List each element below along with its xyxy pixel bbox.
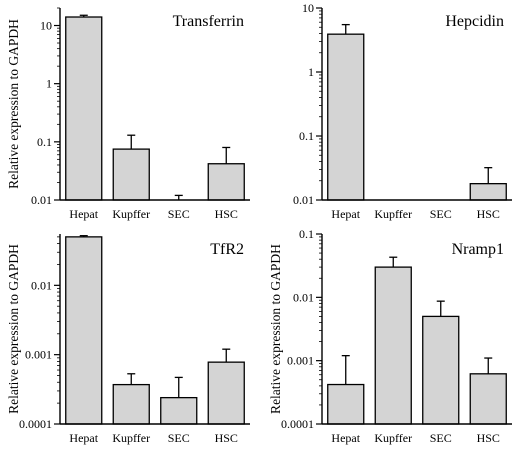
bar [469, 373, 507, 425]
bar [469, 183, 507, 201]
y-tick-label: 1 [308, 65, 314, 79]
y-tick-label: 0.01 [293, 193, 314, 207]
y-tick-label: 0.1 [299, 129, 314, 143]
x-category-label: Hepat [69, 207, 98, 221]
y-tick-label: 10 [302, 1, 314, 15]
panel-transferrin: 0.01 0.1 1 10 Hepat Kupffer SEC HSC Transferrin R… [6, 7, 250, 221]
x-category-label: Kupffer [374, 207, 412, 221]
x-category-label: HSC [215, 431, 238, 445]
bar [65, 236, 103, 425]
bar [65, 16, 103, 201]
bar [112, 148, 150, 201]
bar [207, 361, 245, 425]
y-tick-label: 0.1 [299, 227, 314, 241]
bar [160, 396, 198, 425]
y-tick-label: 10 [40, 19, 52, 33]
chart-title: Nramp1 [452, 241, 504, 258]
y-tick-label: 0.001 [25, 348, 52, 362]
x-category-label: Hepat [331, 431, 360, 445]
y-axis-label: Relative expression to GAPDH [268, 244, 283, 414]
x-category-label: HSC [477, 431, 500, 445]
x-category-label: Kupffer [112, 207, 150, 221]
y-tick-label: 0.01 [293, 290, 314, 304]
y-tick-label: 0.001 [287, 354, 314, 368]
chart-title: TfR2 [210, 241, 244, 258]
y-tick-label: 0.01 [31, 278, 52, 292]
chart-title: Transferrin [173, 13, 244, 30]
x-category-label: SEC [168, 431, 190, 445]
bar [374, 266, 412, 425]
x-category-label: Kupffer [112, 431, 150, 445]
y-tick-label: 1 [46, 77, 52, 91]
x-category-label: SEC [430, 431, 452, 445]
x-category-label: Hepat [69, 431, 98, 445]
x-category-label: SEC [168, 207, 190, 221]
panel-hepcidin: 0.01 0.1 1 10 Hepat Kupffer SEC HSC Hepcidin [293, 1, 512, 221]
chart-title: Hepcidin [445, 13, 504, 30]
x-category-label: HSC [477, 207, 500, 221]
bar [422, 315, 460, 425]
bar [112, 383, 150, 425]
x-category-label: SEC [430, 207, 452, 221]
y-tick-label: 0.0001 [19, 417, 52, 431]
x-category-label: Hepat [331, 207, 360, 221]
bar [327, 383, 365, 425]
bar [207, 163, 245, 201]
y-axis-label: Relative expression to GAPDH [6, 19, 21, 189]
panel-nramp1: 0.0001 0.001 0.01 0.1 Hepat Kupffer SEC HSC Nram… [268, 227, 512, 445]
panel-tfr2: 0.0001 0.001 0.01 Hepat Kupffer SEC HSC TfR2 Rel… [6, 234, 250, 445]
y-tick-label: 0.01 [31, 193, 52, 207]
y-axis-label: Relative expression to GAPDH [6, 244, 21, 414]
x-category-label: HSC [215, 207, 238, 221]
y-tick-label: 0.1 [37, 135, 52, 149]
x-category-label: Kupffer [374, 431, 412, 445]
y-tick-label: 0.0001 [281, 417, 314, 431]
bar [327, 33, 365, 201]
